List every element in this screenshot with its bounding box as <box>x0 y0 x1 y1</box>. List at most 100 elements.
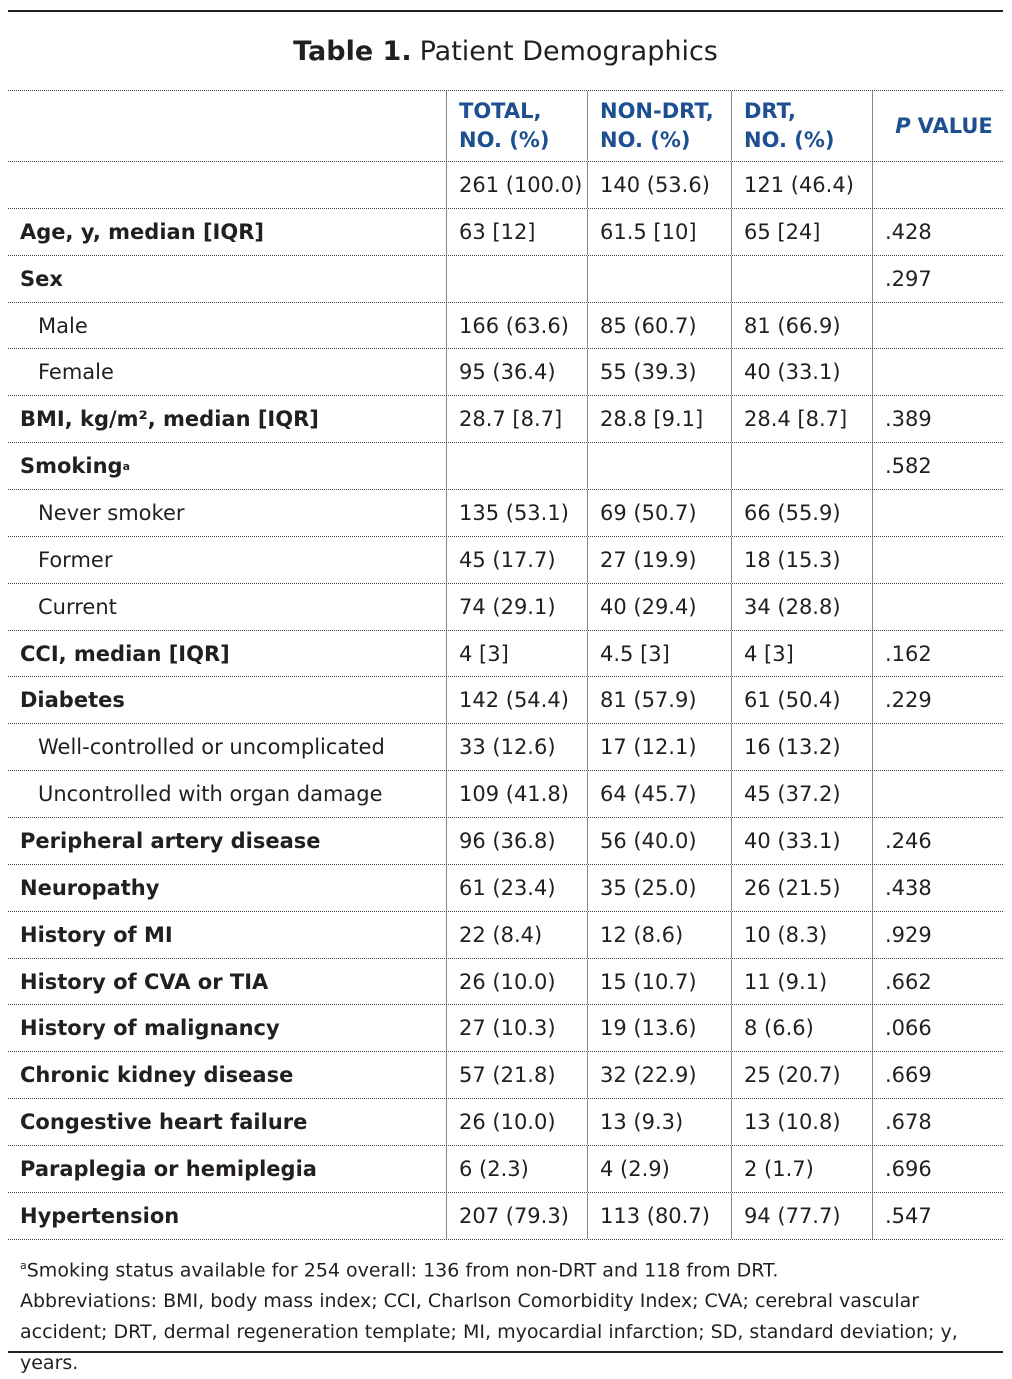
value-cell: 81 (66.9) <box>731 302 872 349</box>
value-cell <box>731 443 872 490</box>
value-cell: 26 (10.0) <box>446 1099 587 1146</box>
p-value-cell: .582 <box>872 443 1003 490</box>
value-cell: 61.5 [10] <box>587 208 731 255</box>
label-text: Well-controlled or uncomplicated <box>38 735 385 760</box>
label-text: BMI, kg/m², median [IQR] <box>20 407 319 432</box>
p-value-cell: .547 <box>872 1192 1003 1239</box>
header-row: TOTAL, NO. (%) NON-DRT, NO. (%) DRT, NO. (%) P… <box>8 90 1003 162</box>
table-title: Table 1. Patient Demographics <box>8 36 1003 90</box>
value-cell: 26 (21.5) <box>731 864 872 911</box>
cell <box>8 162 446 208</box>
sub-row: Never smoker 135 (53.1) 69 (50.7) 66 (55.9) <box>8 490 1003 537</box>
table-label: Table 1. <box>293 36 412 67</box>
p-value-cell <box>872 302 1003 349</box>
value-cell: 64 (45.7) <box>587 771 731 818</box>
label-text: Congestive heart failure <box>20 1110 308 1135</box>
label-text: Chronic kidney disease <box>20 1063 294 1088</box>
sub-row: Male 166 (63.6) 85 (60.7) 81 (66.9) <box>8 302 1003 350</box>
value-cell: 33 (12.6) <box>446 724 587 771</box>
label-text: History of MI <box>20 922 173 947</box>
row-label: BMI, kg/m², median [IQR] <box>8 396 446 442</box>
value-cell: 40 (33.1) <box>731 818 872 864</box>
header-text: NO. (%) <box>744 128 835 152</box>
value-cell: 13 (9.3) <box>587 1099 731 1146</box>
table-row: Paraplegia or hemiplegia 6 (2.3) 4 (2.9) 2 … <box>8 1146 1003 1193</box>
table-row: Neuropathy 61 (23.4) 35 (25.0) 26 (21.5) .43… <box>8 864 1003 912</box>
value-cell: 27 (10.3) <box>446 1005 587 1052</box>
table-row: BMI, kg/m², median [IQR] 28.7 [8.7] 28.8 [… <box>8 396 1003 444</box>
value-cell: 18 (15.3) <box>731 536 872 583</box>
value-cell: 65 [24] <box>731 208 872 255</box>
row-label: Peripheral artery disease <box>8 818 446 864</box>
p-value-cell: .297 <box>872 255 1003 302</box>
row-label: Smoking a <box>8 443 446 489</box>
row-label: Neuropathy <box>8 865 446 911</box>
table-row: Chronic kidney disease 57 (21.8) 32 (22.9)… <box>8 1052 1003 1100</box>
footnote-marker: a <box>20 1258 27 1272</box>
count-cell: 261 (100.0) <box>446 162 587 208</box>
value-cell: 142 (54.4) <box>446 677 587 724</box>
value-cell: 26 (10.0) <box>446 958 587 1005</box>
label-text: Male <box>38 313 88 338</box>
counts-row: 261 (100.0) 140 (53.6) 121 (46.4) <box>8 162 1003 209</box>
value-cell: 4 [3] <box>446 630 587 677</box>
value-cell: 8 (6.6) <box>731 1005 872 1052</box>
header-cell: NON-DRT, NO. (%) <box>587 91 731 161</box>
value-cell: 28.8 [9.1] <box>587 396 731 443</box>
p-value-cell: .662 <box>872 958 1003 1005</box>
table-row: Hypertension 207 (79.3) 113 (80.7) 94 (77.7… <box>8 1192 1003 1240</box>
value-cell: 94 (77.7) <box>731 1192 872 1239</box>
row-label: Sex <box>8 256 446 302</box>
value-cell: 16 (13.2) <box>731 724 872 771</box>
value-cell: 15 (10.7) <box>587 958 731 1005</box>
row-label: CCI, median [IQR] <box>8 631 446 677</box>
value-cell: 4 (2.9) <box>587 1146 731 1192</box>
label-text: Uncontrolled with organ damage <box>38 782 383 807</box>
table-row: Diabetes 142 (54.4) 81 (57.9) 61 (50.4) .229 <box>8 677 1003 725</box>
value-cell: 63 [12] <box>446 208 587 255</box>
label-text: Current <box>38 594 117 619</box>
header-cell <box>8 91 446 161</box>
value-cell <box>446 255 587 302</box>
value-cell: 28.7 [8.7] <box>446 396 587 443</box>
count-cell: 121 (46.4) <box>731 162 872 208</box>
table-row: History of MI 22 (8.4) 12 (8.6) 10 (8.3) .92… <box>8 911 1003 959</box>
value-cell: 12 (8.6) <box>587 911 731 958</box>
value-cell: 55 (39.3) <box>587 349 731 396</box>
sub-row: Female 95 (36.4) 55 (39.3) 40 (33.1) <box>8 349 1003 397</box>
p-value-cell: .678 <box>872 1099 1003 1146</box>
table-row: Smoking a .582 <box>8 443 1003 491</box>
table-row: Peripheral artery disease 96 (36.8) 56 (40… <box>8 818 1003 865</box>
count-cell: 140 (53.6) <box>587 162 731 208</box>
value-cell: 34 (28.8) <box>731 583 872 630</box>
value-cell: 109 (41.8) <box>446 771 587 818</box>
value-cell: 40 (33.1) <box>731 349 872 396</box>
row-label: History of MI <box>8 912 446 958</box>
row-label: History of CVA or TIA <box>8 959 446 1005</box>
value-cell: 135 (53.1) <box>446 490 587 536</box>
label-text: Peripheral artery disease <box>20 828 321 853</box>
value-cell: 166 (63.6) <box>446 302 587 349</box>
value-cell: 11 (9.1) <box>731 958 872 1005</box>
table-row: CCI, median [IQR] 4 [3] 4.5 [3] 4 [3] .162 <box>8 630 1003 678</box>
cell <box>872 162 1003 208</box>
table-row: History of CVA or TIA 26 (10.0) 15 (10.7) 1… <box>8 958 1003 1006</box>
value-cell: 10 (8.3) <box>731 911 872 958</box>
row-label: Diabetes <box>8 677 446 723</box>
row-label: History of malignancy <box>8 1005 446 1051</box>
header-text: TOTAL, <box>459 99 542 123</box>
row-label: Paraplegia or hemiplegia <box>8 1146 446 1192</box>
label-text: Never smoker <box>38 500 185 525</box>
p-value-cell: .162 <box>872 630 1003 677</box>
label-text: History of CVA or TIA <box>20 969 269 994</box>
p-value-cell: .669 <box>872 1052 1003 1099</box>
p-value-cell: .066 <box>872 1005 1003 1052</box>
table-row: Congestive heart failure 26 (10.0) 13 (9.3… <box>8 1099 1003 1147</box>
p-value-cell: .929 <box>872 911 1003 958</box>
header-text: NO. (%) <box>459 128 550 152</box>
document: Table 1. Patient Demographics TOTAL, NO. (… <box>8 10 1003 1374</box>
sub-row: Well-controlled or uncomplicated 33 (12.6… <box>8 724 1003 772</box>
row-label: Female <box>8 349 446 395</box>
value-cell: 56 (40.0) <box>587 818 731 864</box>
